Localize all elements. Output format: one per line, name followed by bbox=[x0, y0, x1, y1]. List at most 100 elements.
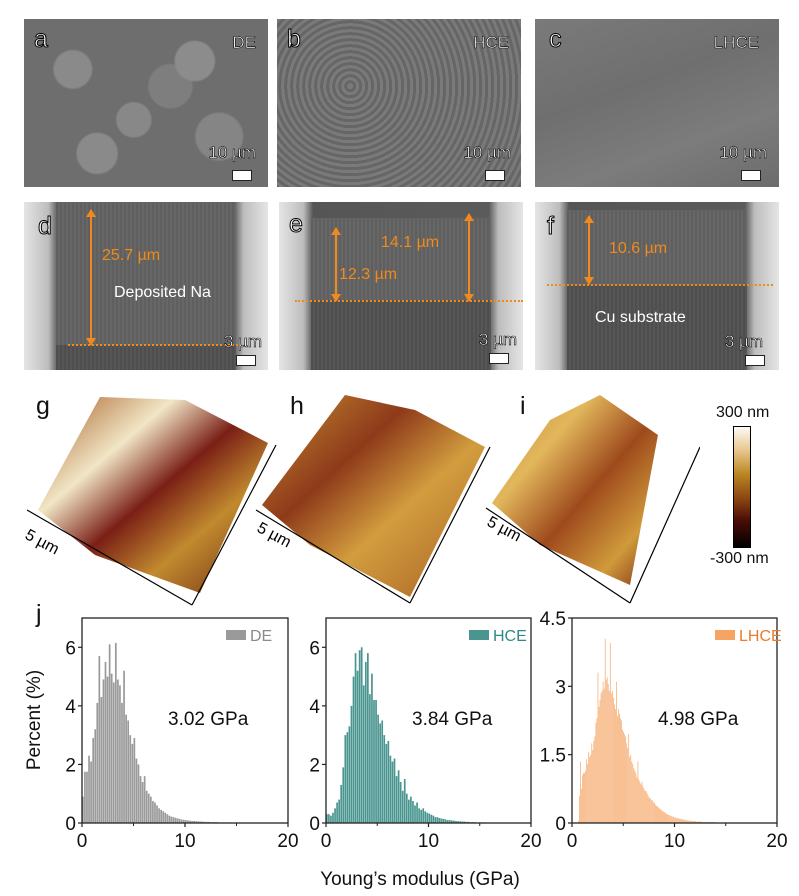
y-tick-label: 4.5 bbox=[540, 609, 566, 630]
histogram-bar bbox=[589, 756, 591, 823]
x-tick-label: 10 bbox=[174, 831, 195, 852]
histogram-bar bbox=[360, 647, 363, 823]
histogram-bar bbox=[371, 673, 373, 823]
histogram-bar bbox=[583, 772, 584, 823]
afm-axis-x bbox=[26, 509, 193, 606]
histogram-bar bbox=[604, 638, 606, 823]
histogram-bar bbox=[701, 821, 702, 823]
histogram-bar bbox=[669, 815, 671, 823]
sem-cross-panel-e: e 14.1 µm 12.3 µm 3 µm bbox=[279, 202, 523, 370]
histogram-bar bbox=[602, 681, 604, 823]
histogram-bar bbox=[166, 814, 169, 823]
histogram-bar bbox=[154, 802, 156, 823]
histogram-bar bbox=[650, 800, 652, 823]
histogram-bar bbox=[693, 821, 695, 823]
histogram-bar bbox=[444, 819, 447, 823]
thickness-label-1: 14.1 µm bbox=[381, 234, 440, 251]
histogram-bar bbox=[687, 820, 689, 823]
histogram-bar bbox=[635, 772, 637, 823]
histogram-bar bbox=[414, 805, 416, 823]
histogram-bar bbox=[671, 816, 673, 823]
histogram-bar bbox=[137, 764, 140, 823]
histogram-bar bbox=[580, 761, 581, 823]
scale-label: 10 µm bbox=[463, 143, 511, 163]
panel-label-g: g bbox=[36, 392, 50, 420]
histogram-bar bbox=[449, 820, 451, 823]
afm-axis-y bbox=[191, 444, 277, 606]
histogram-bar bbox=[614, 704, 615, 823]
histogram-bar bbox=[651, 800, 653, 823]
histogram-bar bbox=[424, 811, 427, 823]
scale-bar bbox=[232, 170, 252, 181]
sem-cross-panel-f: f 10.6 µm Cu substrate 3 µm bbox=[535, 202, 779, 370]
histogram-bar bbox=[639, 782, 641, 823]
histogram-bar bbox=[106, 676, 109, 823]
histogram-bar bbox=[348, 726, 351, 823]
histogram-bar bbox=[358, 650, 361, 823]
histogram-bar bbox=[593, 741, 595, 823]
histogram-bar bbox=[678, 818, 680, 823]
histogram-bar bbox=[682, 819, 684, 823]
histogram-bar bbox=[82, 796, 84, 823]
y-tick-label: 4 bbox=[65, 697, 76, 718]
panel-label: e bbox=[289, 210, 304, 239]
colorbar-min-label: -300 nm bbox=[710, 550, 769, 567]
histogram-bar bbox=[346, 732, 349, 823]
histogram-bar bbox=[92, 738, 95, 823]
histogram-bar bbox=[170, 816, 173, 823]
histogram-bar bbox=[621, 720, 622, 823]
histogram-bar bbox=[689, 820, 691, 823]
legend-label: HCE bbox=[493, 628, 527, 645]
panel-label: c bbox=[549, 25, 562, 54]
histogram-bar bbox=[610, 693, 612, 823]
histogram-bar bbox=[176, 818, 179, 823]
histogram-bar bbox=[158, 808, 160, 823]
histogram-bar bbox=[679, 818, 681, 823]
histogram-bar bbox=[590, 754, 592, 823]
histogram-bar bbox=[594, 736, 596, 823]
afm-surface-g: 5 µm bbox=[22, 397, 277, 606]
histogram-bar bbox=[673, 817, 675, 823]
histogram-bar bbox=[145, 790, 148, 823]
histogram-bar bbox=[438, 818, 441, 823]
histogram-bar bbox=[152, 801, 154, 823]
histogram-bar bbox=[657, 806, 658, 823]
histogram-bar bbox=[201, 821, 204, 823]
histogram-bar bbox=[399, 782, 402, 823]
afm-axis-y bbox=[629, 446, 700, 604]
histogram-bar bbox=[668, 814, 670, 823]
histogram-bar bbox=[688, 820, 690, 823]
histogram-bar bbox=[121, 702, 123, 823]
panel-label: a bbox=[34, 25, 49, 54]
histogram-bar bbox=[100, 697, 103, 823]
histogram-bar bbox=[631, 761, 633, 823]
y-tick-label: 4 bbox=[309, 697, 320, 718]
histogram-bar bbox=[600, 693, 602, 823]
sem-panel-c: c LHCE 10 µm bbox=[535, 19, 779, 187]
histogram-bar bbox=[379, 723, 381, 823]
x-tick-label: 10 bbox=[664, 831, 685, 852]
height-colorbar bbox=[733, 426, 751, 548]
thickness-label: 10.6 µm bbox=[609, 240, 668, 257]
histogram-bar bbox=[624, 734, 625, 823]
histogram-bar bbox=[387, 741, 390, 823]
histogram-bar bbox=[677, 818, 679, 823]
histogram-bar bbox=[352, 676, 355, 823]
histogram-bar bbox=[587, 763, 589, 823]
histogram-bar bbox=[648, 797, 650, 823]
modulus-histograms: 0 10 20 0 2 4 6 DE 3.02 GPa 0 10 20 0 2 4 6 HCE 3.84 GPa 0… bbox=[24, 609, 788, 890]
histogram-bar bbox=[373, 700, 375, 823]
histogram-bar bbox=[344, 735, 347, 823]
legend-swatch bbox=[226, 630, 246, 640]
thickness-label: 25.7 µm bbox=[102, 247, 161, 264]
histogram-bar bbox=[595, 722, 597, 823]
histogram-bar bbox=[626, 743, 627, 823]
histogram-bar bbox=[660, 809, 661, 823]
histogram-bar bbox=[640, 784, 642, 823]
y-tick-label: 3 bbox=[555, 677, 566, 698]
histogram-bar bbox=[591, 743, 593, 823]
thickness-arrow bbox=[584, 215, 594, 285]
histogram-bar bbox=[618, 709, 619, 823]
region-label: Cu substrate bbox=[595, 309, 686, 326]
histogram-bar bbox=[156, 805, 158, 823]
